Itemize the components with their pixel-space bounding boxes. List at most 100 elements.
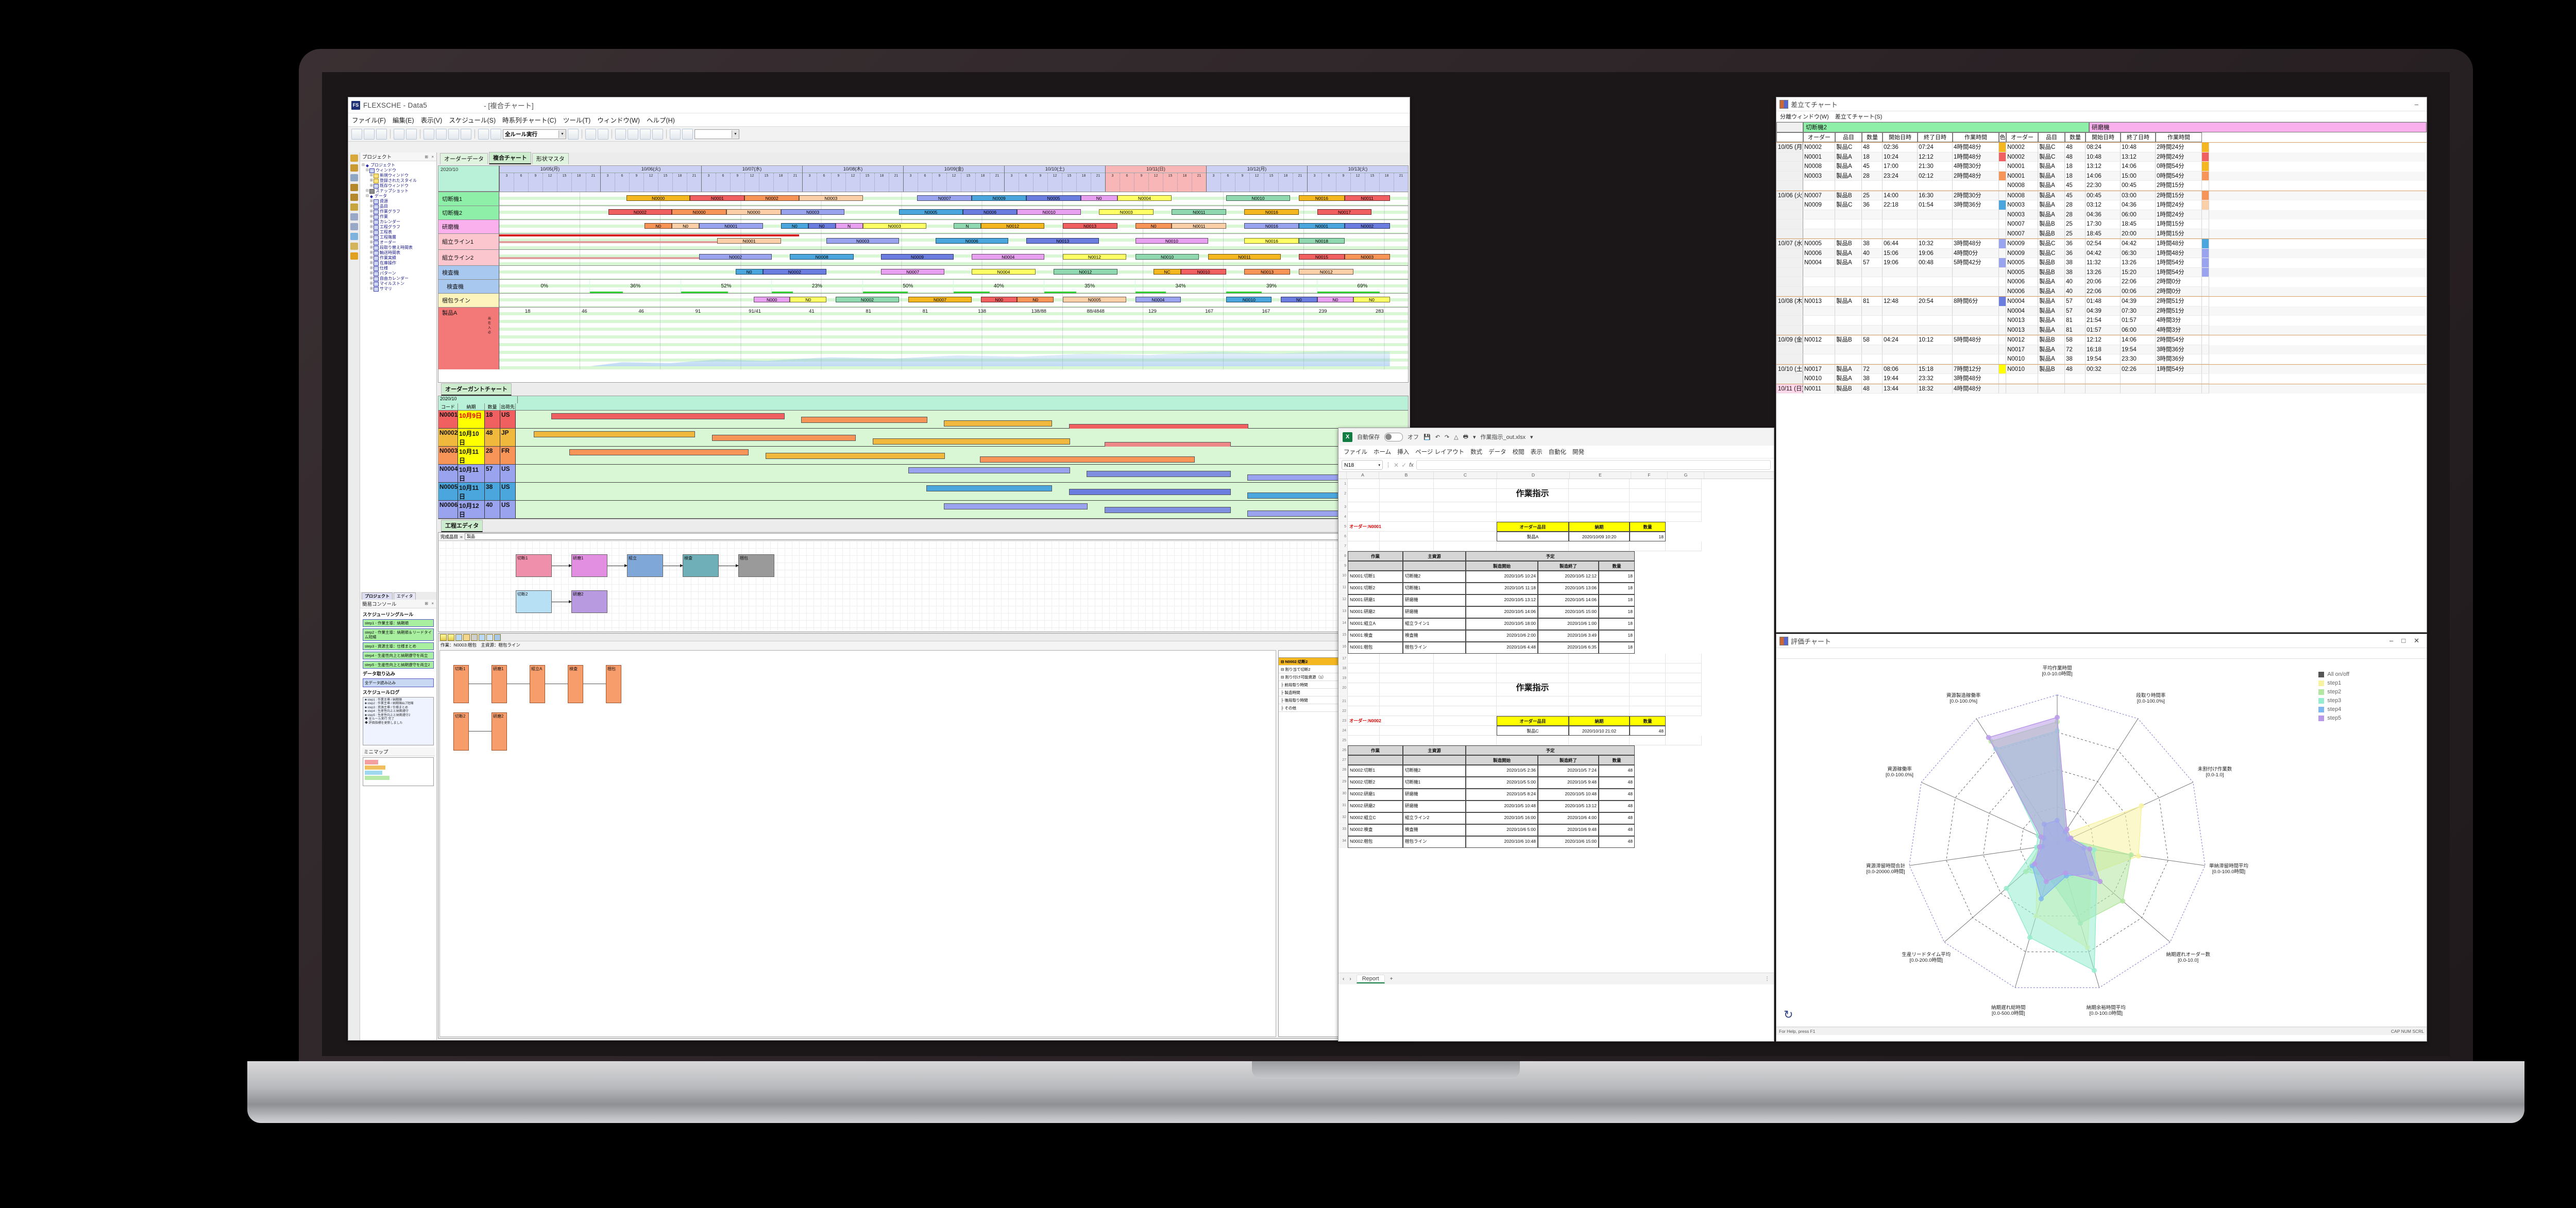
tree-node[interactable]: ⊞ 段取り替え時間表 xyxy=(362,245,436,250)
flexsche-main-window[interactable]: FS FLEXSCHE - Data5 - [複合チャート] ファイル(F) 編集… xyxy=(348,97,1410,1041)
gantt-task-bar[interactable]: N0 xyxy=(1317,297,1354,302)
dispatch-row[interactable]: N0008 製品A 45 17:00 21:30 4時間30分 N0001 製品A 18 13:1… xyxy=(1776,162,2427,172)
gantt-resource-name[interactable]: 切断機1 xyxy=(438,192,499,206)
sheet-cell[interactable] xyxy=(1348,561,1403,571)
instruction-box-研磨1[interactable]: 研磨1 xyxy=(492,665,507,703)
sheet-row[interactable]: 6 製品A 2020/10/09 10:20 18 xyxy=(1338,532,1774,541)
sheet-row[interactable]: 10 N0001:切断1 切断機2 2020/10/5 10:24 2020/10/5 … xyxy=(1338,571,1774,583)
excel-formula-bar[interactable]: N18 ▾ ⋮ ✕ ✓ fx xyxy=(1338,458,1774,472)
dispatch-row[interactable]: N0004 製品A 57 19:06 00:48 5時間42分 N0005 製品B 38 11:3… xyxy=(1776,258,2427,268)
gantt-task-bar[interactable]: N0005 xyxy=(1026,195,1081,201)
gantt-day-column[interactable]: 10/08(木) 3 6 9 12 15 18 21 xyxy=(802,166,903,192)
tree-node[interactable]: ⊞ 輸送時間表 xyxy=(362,250,436,256)
legend-item-step3[interactable]: step3 xyxy=(2318,697,2349,704)
row-header[interactable]: 11 xyxy=(1338,583,1348,594)
gantt-task-bar[interactable]: N0008 xyxy=(790,254,854,260)
sheet-cell[interactable]: 研磨機 xyxy=(1403,801,1466,812)
sheet-cell[interactable] xyxy=(1434,683,1497,696)
sheet-cell[interactable] xyxy=(1497,673,1569,683)
gantt-task-bar[interactable]: N0000 xyxy=(626,195,690,201)
order-row[interactable]: N0004 10月11日 57 US xyxy=(438,465,1408,483)
row-header[interactable]: 9 xyxy=(1338,561,1348,571)
sheet-cell[interactable] xyxy=(1434,522,1497,532)
sheet-cell[interactable]: 2020/10/5 14:06 xyxy=(1466,606,1538,618)
order-row[interactable]: N0001 10月9日 18 US xyxy=(438,411,1408,430)
gantt-task-bar[interactable]: N0000 xyxy=(672,209,726,215)
sheet-cell[interactable]: 18 xyxy=(1630,532,1666,541)
sheet-cell[interactable]: 2020/10/6 3:49 xyxy=(1538,630,1599,642)
sheet-row[interactable]: 33 N0002:検査 検査機 2020/10/6 5:00 2020/10/6 9:4… xyxy=(1338,824,1774,836)
sheet-row[interactable]: 4 xyxy=(1338,512,1774,522)
gantt-task-bar[interactable]: N0 xyxy=(790,297,827,302)
redo-icon[interactable]: ↷ xyxy=(1444,434,1450,440)
sheet-cell[interactable] xyxy=(1569,479,1630,489)
help-icon[interactable] xyxy=(350,252,358,260)
tree-node[interactable]: ⊞ 資源 xyxy=(362,199,436,204)
tree-node[interactable]: ⊞ サマリ xyxy=(362,286,436,292)
document-tabs[interactable]: オーダーデータ 複合チャート 形状マスタ xyxy=(437,152,1410,164)
reassign-icon[interactable] xyxy=(406,128,417,140)
sheet-row[interactable]: 24 製品C 2020/10/10 21:02 48 xyxy=(1338,726,1774,736)
sheet-cell[interactable]: 2020/10/5 10:48 xyxy=(1538,789,1599,801)
sheet-row[interactable]: 28 N0002:切断1 切断機2 2020/10/5 2:36 2020/10/5 7… xyxy=(1338,765,1774,777)
sheet-cell[interactable] xyxy=(1380,654,1434,663)
sheet-cell[interactable] xyxy=(1380,673,1434,683)
corner-cell[interactable] xyxy=(1338,472,1347,479)
sheet-cell[interactable] xyxy=(1630,541,1666,551)
sheet-cell[interactable]: 2020/10/6 6:35 xyxy=(1538,642,1599,654)
gantt-task-bar[interactable]: N0010 xyxy=(1181,269,1227,275)
row-header[interactable]: 12 xyxy=(1338,594,1348,606)
menu-item[interactable]: ヘルプ(H) xyxy=(646,117,675,124)
zoom-fit-icon[interactable] xyxy=(640,128,651,140)
dispatch-chart-window[interactable]: 差立てチャート – 分離ウィンドウ(W) 差立てチャート(S) 切断機2 研磨機 … xyxy=(1776,97,2427,633)
simple-console[interactable]: スケジューリングルール step1 - 作業主導：納期順 step2 - 作業主導… xyxy=(360,608,436,1040)
sheet-cell[interactable]: 納期 xyxy=(1569,522,1630,532)
sheet-cell[interactable]: 作業指示 xyxy=(1497,489,1569,502)
tab-複合チャート[interactable]: 複合チャート xyxy=(489,152,531,164)
sheet-cell[interactable]: 製造終了 xyxy=(1538,755,1599,765)
sheet-cell[interactable]: 48 xyxy=(1599,801,1635,812)
gantt-task-bar[interactable]: N0010 xyxy=(1226,297,1272,302)
sheet-cell[interactable] xyxy=(1666,489,1702,502)
row-header[interactable]: 3 xyxy=(1338,502,1348,512)
sheet-cell[interactable]: オーダー品目 xyxy=(1497,716,1569,726)
sheet-row[interactable]: 18 xyxy=(1338,663,1774,673)
dispatch-row[interactable]: N0013 製品A 81 21:54 01:57 4時間3分 xyxy=(1776,316,2427,326)
gantt-task-bar[interactable]: N0003 xyxy=(1099,209,1154,215)
sheet-cell[interactable]: 18 xyxy=(1599,583,1635,594)
gantt-task-bar[interactable]: N0003 xyxy=(799,195,863,201)
search-icon[interactable] xyxy=(350,233,358,240)
row-header[interactable]: 23 xyxy=(1338,716,1348,726)
gantt-task-bar[interactable]: N0007 xyxy=(880,269,945,275)
sheet-cell[interactable] xyxy=(1666,673,1702,683)
sheet-cell[interactable] xyxy=(1666,541,1702,551)
sheet-cell[interactable]: 18 xyxy=(1599,630,1635,642)
sheet-row[interactable]: 13 N0001:研磨2 研磨機 2020/10/5 14:06 2020/10/5 1… xyxy=(1338,606,1774,618)
lock-icon[interactable] xyxy=(423,128,434,140)
gantt-day-column[interactable]: 10/09(金) 3 6 9 12 15 18 21 xyxy=(903,166,1004,192)
row-header[interactable]: 1 xyxy=(1338,479,1348,489)
menu-item[interactable]: 編集(E) xyxy=(392,117,414,124)
gantt-task-bar[interactable]: N0012 xyxy=(1299,269,1354,275)
sheet-cell[interactable]: 検査機 xyxy=(1403,630,1466,642)
order-task-bar[interactable] xyxy=(765,453,945,459)
tree-node[interactable]: ⊟ ◆ データ xyxy=(362,194,436,199)
chevron-down-icon[interactable]: ▾ xyxy=(1530,434,1533,440)
row-header[interactable]: 5 xyxy=(1338,522,1348,532)
gantt-lane[interactable]: N0002 N0000 N0000 N0003 N0005 N0006 N0010 N0003… xyxy=(499,206,1408,219)
sheet-cell[interactable]: 研磨機 xyxy=(1403,594,1466,606)
project-tree[interactable]: ⊟ ◆ プロジェクト ⊟ ウィンドウ ⊞ 新規ウィンドウ ⊞ 登録されたスタイル ⊞ 既存ウィンドウ… xyxy=(360,161,436,592)
operation-detail-toolbar[interactable] xyxy=(438,634,1408,641)
process-node-切断1[interactable]: 切断1 xyxy=(516,554,552,577)
rule-selector[interactable]: 全ルール実行 ▼ xyxy=(503,129,566,139)
sheet-cell[interactable]: 2020/10/5 15:00 xyxy=(1538,606,1599,618)
gantt-resource-name[interactable]: 切断機2 xyxy=(438,206,499,219)
gantt-resource-name[interactable]: 組立ライン1 xyxy=(438,234,499,249)
ribbon-tab-ホーム[interactable]: ホーム xyxy=(1374,449,1392,455)
gantt-task-bar[interactable]: N0016 xyxy=(1299,195,1345,201)
gantt-task-bar[interactable]: N0 xyxy=(672,223,700,229)
gantt-task-bar[interactable]: N0007 xyxy=(908,297,972,302)
gantt-task-bar[interactable]: N0002 xyxy=(699,254,772,260)
instruction-box-検査[interactable]: 検査 xyxy=(568,665,583,703)
minimize-button[interactable]: – xyxy=(2414,100,2418,108)
